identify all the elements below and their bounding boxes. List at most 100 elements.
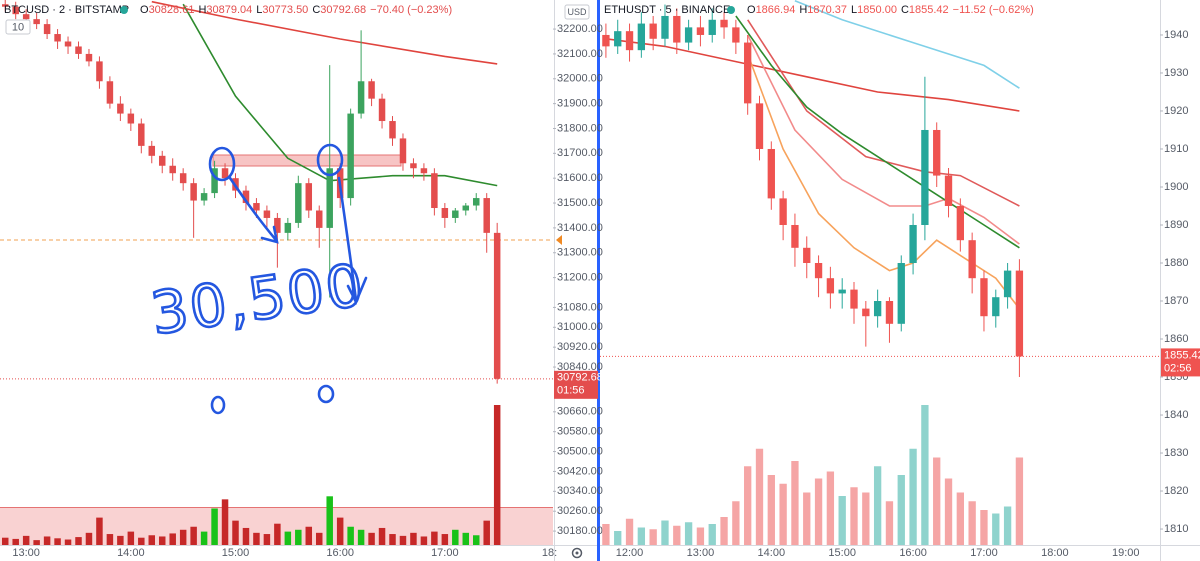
- volume-bar: [720, 517, 728, 545]
- candle-body: [148, 145, 156, 156]
- y-tick-label: 30180.00: [557, 525, 603, 537]
- quote-header: O30828.61 H30879.04 L30773.50 C30792.68 −70.…: [140, 4, 452, 16]
- symbol: BTCUSD · 2 · BITSTAMP: [4, 4, 129, 16]
- y-tick-label: 31800.00: [557, 122, 603, 134]
- y-tick-label: 1910: [1164, 143, 1188, 155]
- volume-bar: [148, 535, 156, 545]
- candle-body: [347, 113, 354, 199]
- candle-body: [315, 210, 323, 228]
- settings-button[interactable]: [571, 547, 583, 559]
- candle-body: [933, 129, 941, 176]
- candle-body: [410, 163, 417, 169]
- y-tick-label: 30500.00: [557, 445, 603, 457]
- volume-bar: [1003, 506, 1012, 545]
- candle-body: [732, 27, 740, 43]
- volume-bar: [897, 475, 905, 545]
- candle-body: [127, 113, 135, 124]
- y-tick-label: 1840: [1164, 409, 1188, 421]
- candle-body: [992, 297, 1000, 317]
- volume-bar: [33, 540, 40, 545]
- gear-center[interactable]: [575, 551, 579, 555]
- candle-body: [284, 222, 292, 233]
- last-price-label: 30792.68: [557, 372, 603, 384]
- candle-body: [368, 81, 375, 99]
- volume-bar: [921, 405, 929, 545]
- volume-bar: [755, 448, 764, 545]
- candle-body: [826, 278, 835, 294]
- candle-body: [138, 123, 145, 146]
- quote-value: 1855.42: [909, 4, 949, 16]
- x-tick-label: 14:00: [117, 547, 145, 559]
- y-tick-label: 1880: [1164, 257, 1188, 269]
- candle-body: [389, 121, 396, 139]
- candle-body: [64, 41, 72, 47]
- volume-bar: [305, 526, 313, 545]
- candle-body: [483, 198, 490, 233]
- y-tick-label: 30840.00: [557, 361, 603, 373]
- candle-body: [12, 6, 19, 15]
- y-tick-label: 31900.00: [557, 98, 603, 110]
- volume-bar: [637, 527, 646, 545]
- y-tick-label: 31300.00: [557, 247, 603, 259]
- volume-bar: [944, 478, 953, 545]
- candle-body: [767, 148, 775, 199]
- y-tick-label: 1870: [1164, 295, 1188, 307]
- countdown-label: 01:56: [557, 385, 585, 397]
- volume-bar: [779, 483, 787, 545]
- candle-body: [649, 23, 657, 39]
- volume-bar: [378, 527, 386, 545]
- y-tick-label: 30260.00: [557, 505, 603, 517]
- x-tick-label: 13:00: [687, 547, 715, 559]
- volume-bar: [968, 501, 976, 545]
- volume-bar: [614, 531, 622, 545]
- volume-bar: [295, 529, 302, 545]
- x-tick-label: 16:00: [326, 547, 354, 559]
- candle-body: [1015, 270, 1024, 357]
- y-tick-label: 1920: [1164, 105, 1188, 117]
- volume-bar: [127, 531, 135, 545]
- volume-bar: [368, 532, 375, 545]
- symbol: ETHUSDT · 5 · BINANCE: [604, 4, 730, 16]
- hand-drawing: [208, 143, 368, 415]
- quote-value: 1866.94: [756, 4, 796, 16]
- candle-body: [472, 198, 480, 206]
- candle-body: [420, 168, 428, 174]
- volume-bar: [315, 532, 323, 545]
- y-tick-label: 32000.00: [557, 73, 603, 85]
- hand-arrow: [337, 176, 368, 306]
- x-tick-label: 17:00: [970, 547, 998, 559]
- y-tick-label: 31600.00: [557, 172, 603, 184]
- quote-key: L: [256, 4, 262, 16]
- candle-body: [850, 289, 858, 309]
- candle-body: [873, 301, 882, 317]
- y-tick-label: 1940: [1164, 29, 1188, 41]
- y-tick-label: 32100.00: [557, 48, 603, 60]
- y-tick-label: 30920.00: [557, 341, 603, 353]
- volume-bar: [838, 496, 846, 545]
- y-tick-label: 30420.00: [557, 465, 603, 477]
- quote-value: 1870.37: [807, 4, 847, 16]
- candle-body: [744, 42, 752, 104]
- volume-bar: [909, 448, 917, 545]
- volume-bar: [12, 538, 19, 545]
- volume-bar: [441, 534, 449, 545]
- y-tick-label: 31500.00: [557, 197, 603, 209]
- volume-bar: [232, 520, 239, 545]
- volume-bar: [767, 475, 775, 545]
- candle-body: [211, 168, 218, 194]
- candle-body: [637, 23, 646, 51]
- volume-bar: [96, 517, 103, 545]
- quote-key: C: [901, 4, 909, 16]
- countdown-label: 02:56: [1164, 362, 1192, 374]
- gear-icon[interactable]: [571, 547, 583, 559]
- candle-body: [791, 224, 799, 248]
- hand-circle: [317, 384, 335, 404]
- volume-bar: [462, 532, 470, 545]
- volume-bar: [483, 520, 490, 545]
- candle-body: [263, 210, 271, 218]
- line-marker: [556, 235, 562, 245]
- pane-separator: [597, 0, 600, 561]
- quote-key: O: [140, 4, 149, 16]
